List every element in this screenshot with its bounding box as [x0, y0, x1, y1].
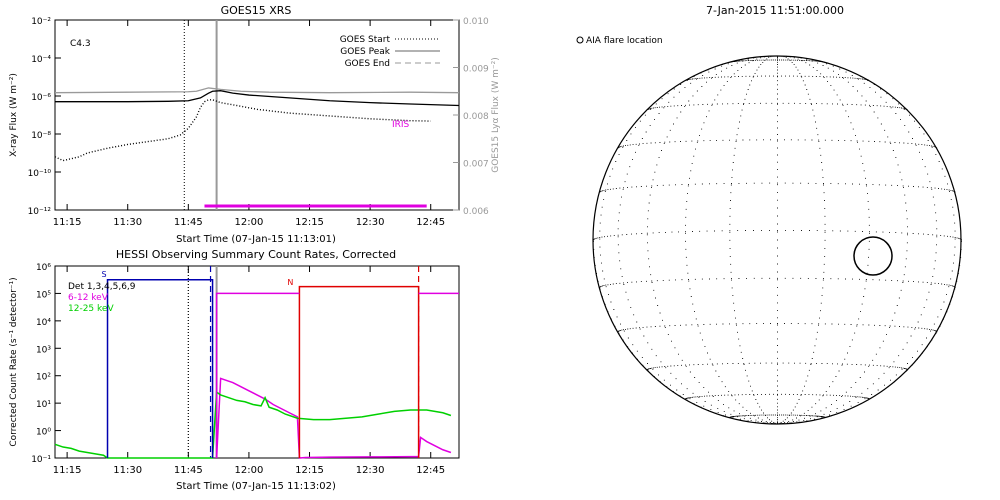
- hessi-y-tick-label: 10⁶: [36, 263, 51, 273]
- goes-title: GOES15 XRS: [221, 4, 292, 17]
- goes-x-tick-label: 12:00: [235, 217, 264, 228]
- legend-goes-peak-label: GOES Peak: [340, 47, 390, 57]
- aia-flare-location-circle: [853, 236, 893, 276]
- hessi-x-tick-label: 11:45: [174, 465, 203, 476]
- solar-disk-panel: 7-Jan-2015 11:51:00.000 AIA flare locati…: [576, 4, 962, 425]
- hessi-x-tick-label: 12:30: [356, 465, 385, 476]
- hessi-y-tick-label: 10⁴: [36, 318, 51, 328]
- solar-disk-title: 7-Jan-2015 11:51:00.000: [706, 4, 844, 17]
- goes-x-tick-label: 11:45: [174, 217, 203, 228]
- goes-x-tick-label: 12:30: [356, 217, 385, 228]
- hessi-plot-frame: [54, 265, 460, 459]
- hessi-flag-marker: N: [287, 278, 293, 287]
- hessi-ticks: 11:15 11:30 11:45 12:00 12:15 12:30 12:45 10⁶ 10…: [31, 263, 445, 476]
- hessi-night-flag-line: [298, 285, 420, 458]
- goes-long-channel-line: [55, 90, 460, 107]
- legend-goes-end-label: GOES End: [345, 59, 390, 69]
- goes-y-tick-label: 10⁻⁶: [31, 93, 51, 103]
- hessi-flag-marker: S: [102, 270, 107, 279]
- goes-xlabel: Start Time (07-Jan-15 11:13:01): [176, 234, 336, 245]
- goes-y-tick-label: 10⁻²: [31, 17, 51, 27]
- hessi-lines: SN: [54, 266, 459, 459]
- goes-lines: [54, 20, 460, 210]
- heliographic-grid: [593, 55, 962, 425]
- aia-flare-legend-label: AIA flare location: [586, 36, 663, 46]
- hessi-y-tick-label: 10⁰: [36, 428, 51, 438]
- goes-ylabel: X-ray Flux (W m⁻²): [9, 73, 19, 157]
- goes-legend: GOES Start GOES Peak GOES End: [340, 35, 440, 69]
- grid-dots: [593, 55, 962, 425]
- goes-y2-tick-label: 0.007: [463, 160, 489, 170]
- hessi-x-tick-label: 11:30: [113, 465, 142, 476]
- hessi-y-tick-label: 10¹: [36, 400, 51, 410]
- goes-short-channel-line: [54, 99, 431, 162]
- hessi-y-tick-label: 10²: [36, 373, 51, 383]
- goes-panel: GOES15 XRS 11:15 11:30 11:45 12:00 12:15 12:3…: [9, 4, 501, 245]
- goes-x-tick-label: 11:30: [113, 217, 142, 228]
- goes-x-tick-label: 12:15: [295, 217, 324, 228]
- legend-goes-start-label: GOES Start: [340, 35, 391, 45]
- aia-flare-legend-marker: [576, 36, 584, 44]
- hessi-legend: Det 1,3,4,5,6,9 6-12 keV 12-25 keV: [68, 282, 136, 314]
- legend-6-12-kev-label: 6-12 keV: [68, 293, 109, 303]
- goes-plot-frame: [54, 19, 460, 211]
- goes-y-tick-label: 10⁻¹²: [28, 207, 52, 217]
- iris-label: IRIS: [392, 120, 410, 130]
- hessi-x-tick-label: 12:00: [235, 465, 264, 476]
- goes-y-tick-label: 10⁻⁴: [31, 55, 51, 65]
- hessi-x-tick-label: 12:15: [295, 465, 324, 476]
- hessi-panel: HESSI Observing Summary Count Rates, Cor…: [9, 248, 460, 492]
- solar-limb: [592, 55, 962, 425]
- hessi-ylabel: Corrected Count Rate (s⁻¹ detector⁻¹): [9, 277, 19, 446]
- hessi-y-tick-label: 10³: [36, 345, 51, 355]
- goes-y2-tick-label: 0.006: [463, 207, 489, 217]
- goes-y2-tick-label: 0.010: [463, 17, 489, 27]
- hessi-x-tick-label: 11:15: [53, 465, 82, 476]
- hessi-6-12-kev-line: [215, 377, 452, 459]
- hessi-x-tick-label: 12:45: [416, 465, 445, 476]
- goes-y-tick-label: 10⁻⁸: [31, 131, 51, 141]
- hessi-y-tick-label: 10⁻¹: [31, 455, 51, 465]
- goes-y2-tick-label: 0.008: [463, 112, 489, 122]
- hessi-y-tick-label: 10⁵: [36, 290, 51, 300]
- goes-ticks: 11:15 11:30 11:45 12:00 12:15 12:30 12:45 10⁻² 1…: [28, 17, 489, 228]
- legend-detectors-label: Det 1,3,4,5,6,9: [68, 282, 136, 292]
- hessi-xlabel: Start Time (07-Jan-15 11:13:02): [176, 481, 336, 492]
- goes-x-tick-label: 12:45: [416, 217, 445, 228]
- goes-x-tick-label: 11:15: [53, 217, 82, 228]
- goes-lya-line: [54, 87, 460, 94]
- hessi-saa-flag-line: [106, 278, 214, 458]
- flare-class-label: C4.3: [70, 39, 91, 49]
- hessi-12-25-kev-line: [54, 390, 452, 459]
- legend-12-25-kev-label: 12-25 keV: [68, 304, 114, 314]
- goes-y2label: GOES15 Lyα Flux (W m⁻²): [491, 57, 501, 173]
- hessi-attenuator-line: [215, 292, 300, 458]
- goes-y-tick-label: 10⁻¹⁰: [28, 169, 52, 179]
- goes-y2-tick-label: 0.009: [463, 65, 489, 75]
- hessi-title: HESSI Observing Summary Count Rates, Cor…: [116, 248, 396, 261]
